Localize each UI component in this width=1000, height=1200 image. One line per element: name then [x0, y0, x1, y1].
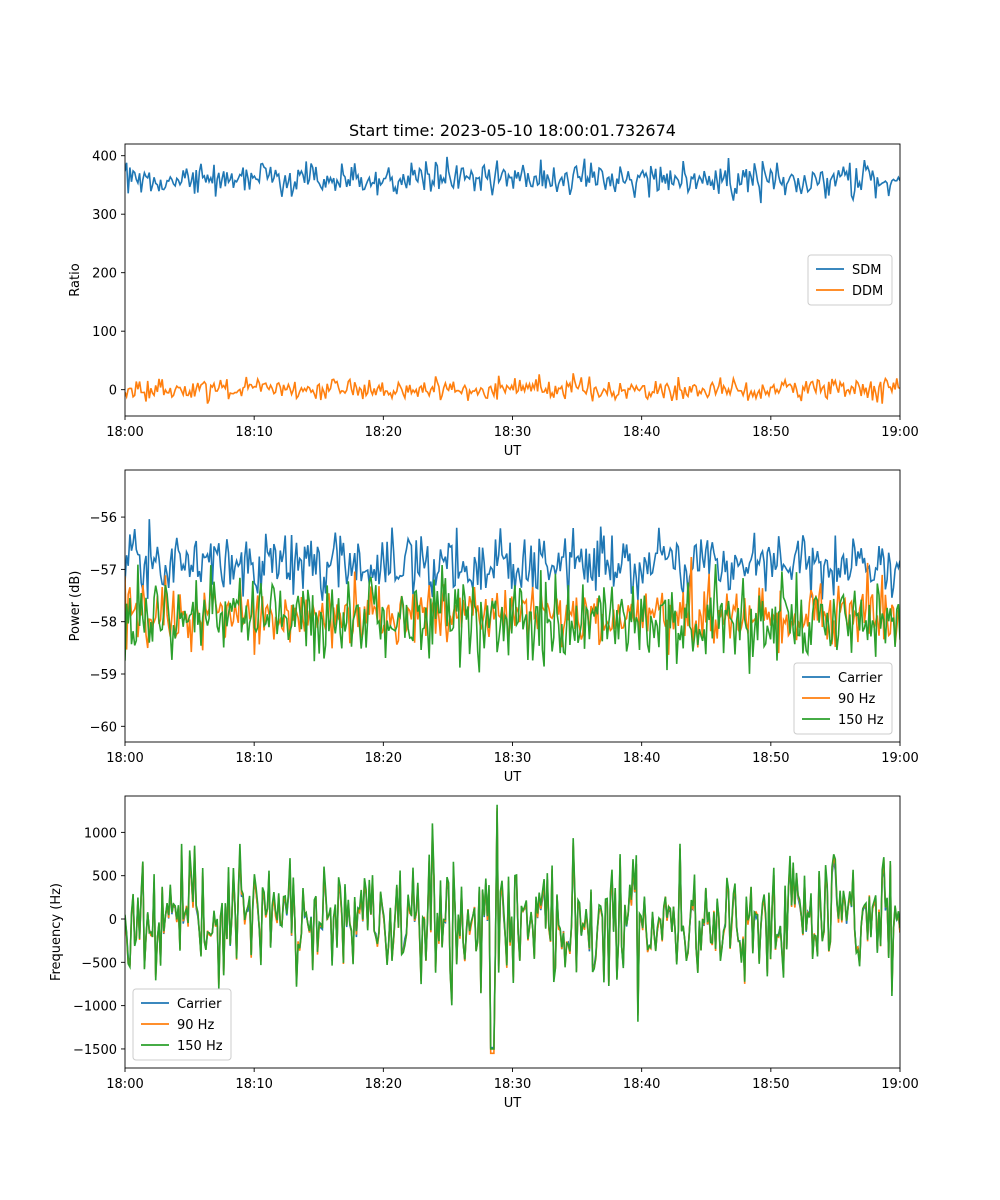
y-tick-label: −500 — [81, 956, 117, 971]
figure-title: Start time: 2023-05-10 18:00:01.732674 — [349, 121, 676, 140]
y-tick-label: −1000 — [73, 1000, 117, 1015]
legend: SDM DDM — [807, 254, 893, 306]
x-axis-label: UT — [504, 444, 522, 459]
x-axis-label: UT — [504, 1096, 522, 1111]
chart-panel-3: 18:00 18:10 18:20 18:30 18:40 18:50 19:00 UT −15… — [49, 795, 919, 1111]
legend-entry: Carrier — [177, 997, 222, 1012]
x-tick-label: 19:00 — [881, 425, 918, 440]
y-axis-label: Frequency (Hz) — [49, 883, 64, 981]
series-line-ddm — [125, 373, 900, 404]
x-tick-label: 18:10 — [235, 1077, 272, 1092]
y-tick-label: −60 — [90, 720, 117, 735]
x-tick-label: 18:30 — [494, 1077, 531, 1092]
y-tick-label: 400 — [92, 150, 117, 165]
y-axis-label: Power (dB) — [68, 571, 83, 642]
legend-entry: 150 Hz — [177, 1039, 223, 1054]
legend-entry: DDM — [852, 284, 883, 299]
series-line-carrier — [125, 519, 900, 601]
legend-entry: 150 Hz — [838, 713, 884, 728]
legend-entry: Carrier — [838, 671, 883, 686]
x-tick-label: 18:20 — [365, 425, 402, 440]
y-tick-label: −1500 — [73, 1043, 117, 1058]
legend-entry: 90 Hz — [838, 692, 875, 707]
chart-panels: 18:00 18:10 18:20 18:30 18:40 18:50 19:00 UT 0 10… — [49, 143, 919, 1111]
series-line-sdm — [125, 156, 900, 204]
x-tick-label: 18:50 — [752, 751, 789, 766]
x-tick-label: 19:00 — [881, 1077, 918, 1092]
legend-entry: 90 Hz — [177, 1018, 214, 1033]
y-tick-label: −59 — [90, 668, 117, 683]
y-tick-label: 300 — [92, 208, 117, 223]
x-tick-label: 18:50 — [752, 1077, 789, 1092]
y-tick-label: −58 — [90, 616, 117, 631]
y-tick-label: 100 — [92, 325, 117, 340]
y-tick-label: 1000 — [84, 826, 117, 841]
x-tick-label: 18:10 — [235, 751, 272, 766]
x-tick-label: 18:00 — [106, 751, 143, 766]
chart-panel-2: 18:00 18:10 18:20 18:30 18:40 18:50 19:00 UT −60… — [68, 469, 919, 785]
y-axis-label: Ratio — [68, 263, 83, 296]
x-tick-label: 18:00 — [106, 1077, 143, 1092]
legend-box — [807, 254, 893, 306]
legend-box — [793, 662, 893, 735]
x-tick-label: 18:20 — [365, 751, 402, 766]
y-tick-label: 200 — [92, 267, 117, 282]
x-tick-label: 18:00 — [106, 425, 143, 440]
y-tick-label: 0 — [109, 384, 117, 399]
x-tick-label: 18:50 — [752, 425, 789, 440]
x-tick-label: 18:30 — [494, 751, 531, 766]
x-tick-label: 18:20 — [365, 1077, 402, 1092]
x-tick-label: 18:10 — [235, 425, 272, 440]
legend: Carrier 90 Hz 150 Hz — [793, 662, 893, 735]
chart-panel-1: 18:00 18:10 18:20 18:30 18:40 18:50 19:00 UT 0 10… — [68, 143, 919, 459]
y-tick-label: −56 — [90, 511, 117, 526]
x-tick-label: 18:30 — [494, 425, 531, 440]
x-tick-label: 18:40 — [623, 425, 660, 440]
y-tick-label: 0 — [109, 913, 117, 928]
series-line-150-hz — [125, 564, 900, 674]
x-tick-label: 19:00 — [881, 751, 918, 766]
legend: Carrier 90 Hz 150 Hz — [132, 988, 232, 1061]
series-line-150-hz — [125, 804, 900, 1050]
x-tick-label: 18:40 — [623, 1077, 660, 1092]
x-tick-label: 18:40 — [623, 751, 660, 766]
legend-entry: SDM — [852, 263, 881, 278]
x-axis-label: UT — [504, 770, 522, 785]
y-tick-label: 500 — [92, 870, 117, 885]
y-tick-label: −57 — [90, 563, 117, 578]
legend-box — [132, 988, 232, 1061]
